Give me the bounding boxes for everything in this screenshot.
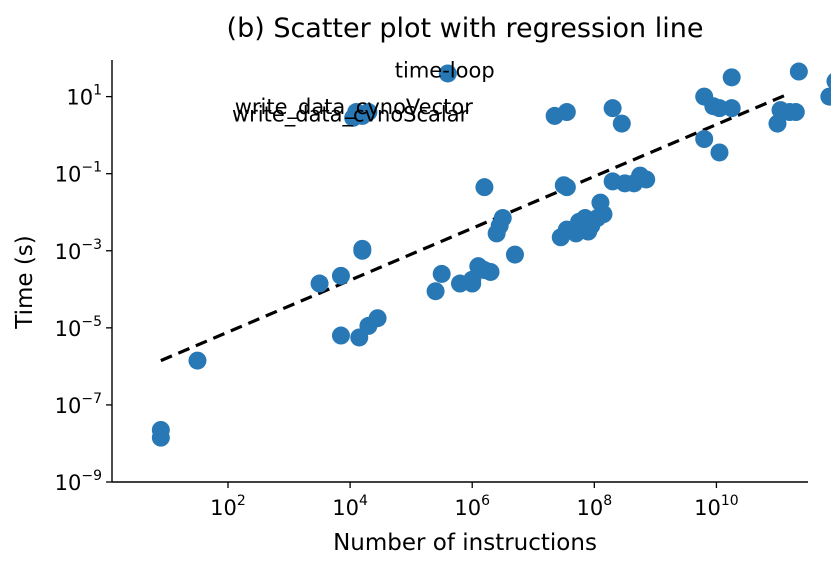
y-tick-exponent: −3	[81, 237, 102, 253]
x-tick-base: 10	[454, 496, 481, 520]
x-tick-label: 104	[332, 493, 368, 520]
x-tick-base: 10	[332, 496, 359, 520]
x-axis-label: Number of instructions	[333, 530, 597, 556]
data-point	[188, 351, 207, 370]
y-tick-label: 10−1	[55, 160, 102, 187]
data-point	[368, 309, 387, 328]
y-tick-label: 10−5	[55, 314, 102, 341]
data-point	[710, 143, 729, 162]
data-point	[359, 103, 378, 122]
data-point	[331, 326, 350, 345]
x-tick-base: 10	[210, 496, 237, 520]
y-tick-label: 101	[66, 83, 102, 110]
y-axis-label: Time (s)	[12, 235, 38, 330]
y-tick-base: 10	[55, 471, 82, 495]
y-tick-label: 10−7	[55, 391, 102, 418]
data-point	[353, 239, 372, 258]
data-point	[463, 274, 482, 293]
y-tick-label: 10−3	[55, 237, 102, 264]
data-point	[493, 209, 512, 228]
x-tick-label: 108	[576, 493, 612, 520]
y-tick-base: 10	[55, 317, 82, 341]
data-point	[310, 274, 329, 293]
data-point	[151, 428, 170, 447]
y-tick-exponent: 1	[93, 83, 102, 99]
x-tick-base: 10	[694, 496, 721, 520]
data-points	[151, 62, 831, 447]
data-point	[438, 64, 457, 83]
data-point	[594, 205, 613, 224]
y-tick-label: 10−9	[55, 468, 102, 495]
y-tick-exponent: −5	[81, 314, 102, 330]
data-point	[695, 130, 714, 149]
x-tick-exponent: 6	[481, 493, 490, 509]
regression-line	[160, 93, 788, 363]
y-tick-exponent: −7	[81, 391, 102, 407]
annotation-label: time-loop	[395, 58, 495, 82]
data-point	[505, 245, 524, 264]
annotation-label: write_data_cvnoVector	[235, 95, 474, 120]
data-point	[722, 68, 741, 87]
x-tick-exponent: 2	[237, 493, 246, 509]
data-point	[789, 62, 808, 81]
data-point	[637, 170, 656, 189]
y-tick-base: 10	[55, 240, 82, 264]
annotation-label: write_data_cvnoScalar	[232, 103, 469, 128]
x-tick-exponent: 4	[359, 493, 368, 509]
x-tick-base: 10	[576, 496, 603, 520]
data-point	[557, 178, 576, 197]
data-point	[820, 87, 831, 106]
data-point	[612, 114, 631, 133]
data-point	[722, 99, 741, 118]
data-point	[331, 266, 350, 285]
x-tick-label: 102	[210, 493, 246, 520]
data-point	[432, 264, 451, 283]
annotations: time-loop write_data_cvnoVectorwrite_data…	[232, 58, 495, 127]
data-point	[768, 114, 787, 133]
x-tick-exponent: 8	[603, 493, 612, 509]
data-point	[603, 99, 622, 118]
x-tick-exponent: 10	[721, 493, 739, 509]
x-axis-ticks: 102 104 106 108 1010	[210, 482, 739, 520]
data-point	[475, 178, 494, 197]
data-point	[786, 103, 805, 122]
y-tick-base: 10	[66, 86, 93, 110]
data-point	[557, 103, 576, 122]
x-tick-label: 1010	[694, 493, 739, 520]
data-point	[481, 262, 500, 281]
y-tick-exponent: −9	[81, 468, 102, 484]
y-tick-base: 10	[55, 394, 82, 418]
y-tick-base: 10	[55, 163, 82, 187]
data-point	[826, 73, 831, 90]
data-point	[426, 282, 445, 301]
y-tick-exponent: −1	[81, 160, 102, 176]
x-tick-label: 106	[454, 493, 490, 520]
chart-title: (b) Scatter plot with regression line	[227, 13, 704, 44]
